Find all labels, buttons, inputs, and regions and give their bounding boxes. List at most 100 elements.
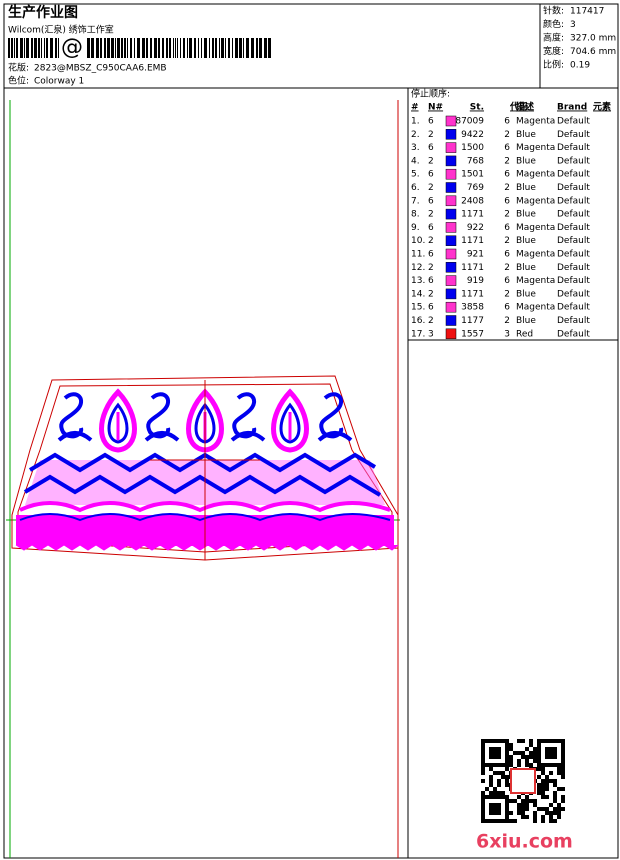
cell-code: 6 [504, 117, 510, 127]
qr-module [497, 771, 501, 775]
qr-module [541, 787, 545, 791]
paisley [271, 388, 309, 453]
cell-index: 15. [411, 303, 425, 313]
qr-module [505, 819, 509, 823]
qr-module [561, 771, 565, 775]
qr-module [521, 815, 525, 819]
qr-module [557, 771, 561, 775]
cell-stitches: 2408 [461, 196, 484, 206]
qr-module [549, 763, 553, 767]
qr-module [493, 807, 497, 811]
cell-needle: 2 [428, 156, 434, 166]
qr-module [493, 739, 497, 743]
qr-module [553, 795, 557, 799]
qr-module [489, 767, 493, 771]
qr-module [489, 775, 493, 779]
bar [20, 38, 23, 58]
qr-module [561, 799, 565, 803]
qr-module [505, 803, 509, 807]
qr-module [493, 787, 497, 791]
table-title: 停止顺序: [411, 88, 450, 100]
qr-module [533, 747, 537, 751]
bar [221, 38, 224, 58]
qr-module [489, 811, 493, 815]
qr-module [509, 819, 513, 823]
qr-module [521, 811, 525, 815]
bar [96, 38, 99, 58]
qr-module [553, 739, 557, 743]
qr-module [525, 763, 529, 767]
bar [201, 38, 202, 58]
bar [243, 38, 244, 58]
cell-stitches: 87009 [455, 117, 484, 127]
qr-module [517, 763, 521, 767]
cell-code: 2 [504, 236, 510, 246]
qr-module [493, 819, 497, 823]
cell-code: 2 [504, 210, 510, 220]
qr-module [553, 783, 557, 787]
qr-module [553, 791, 557, 795]
cell-description: Magenta [516, 196, 555, 206]
paisley-inner [107, 402, 129, 444]
qr-module [529, 799, 533, 803]
paisley-inner [279, 402, 301, 444]
qr-module [553, 779, 557, 783]
qr-module [493, 751, 497, 755]
info-value: 3 [570, 20, 576, 30]
bar [189, 38, 192, 58]
bar [38, 38, 40, 58]
color-swatch [445, 142, 457, 153]
cell-brand: Default [557, 329, 590, 339]
qr-module [545, 739, 549, 743]
bar [24, 38, 25, 58]
column-header: # [411, 103, 419, 113]
qr-module [553, 819, 557, 823]
qr-module [509, 743, 513, 747]
page-border [3, 3, 619, 859]
qr-module [481, 751, 485, 755]
qr-module [489, 763, 493, 767]
color-swatch [445, 328, 457, 340]
qr-module [549, 747, 553, 751]
qr-module [561, 767, 565, 771]
qr-module [489, 807, 493, 811]
qr-module [557, 815, 561, 819]
bar [134, 38, 135, 58]
qr-module [505, 751, 509, 755]
color-swatch [445, 275, 457, 286]
cell-brand: Default [557, 289, 590, 299]
bar [44, 38, 45, 58]
qr-module [481, 771, 485, 775]
bar [215, 38, 217, 58]
cell-index: 3. [411, 143, 420, 153]
qr-module [545, 795, 549, 799]
qr-module [493, 771, 497, 775]
color-swatch [445, 222, 457, 233]
qr-module [509, 799, 513, 803]
cell-description: Blue [516, 183, 536, 193]
qr-module [501, 791, 505, 795]
colorway-value: Colorway 1 [34, 77, 84, 87]
qr-module [493, 755, 497, 759]
bar [87, 38, 90, 58]
cell-description: Red [516, 329, 533, 339]
cell-code: 6 [504, 170, 510, 180]
qr-module [549, 803, 553, 807]
qr-module [533, 819, 537, 823]
qr-module [505, 807, 509, 811]
scallop [19, 513, 391, 522]
qr-module [561, 775, 565, 779]
qr-module [533, 755, 537, 759]
qr-module [497, 803, 501, 807]
cell-stitches: 1171 [461, 263, 484, 273]
qr-module [557, 739, 561, 743]
qr-module [541, 779, 545, 783]
qr-module [497, 751, 501, 755]
qr-module [545, 775, 549, 779]
qr-module [505, 767, 509, 771]
barcode-text: @ [61, 35, 83, 60]
curl [144, 392, 180, 442]
cell-brand: Default [557, 143, 590, 153]
cell-code: 6 [504, 143, 510, 153]
